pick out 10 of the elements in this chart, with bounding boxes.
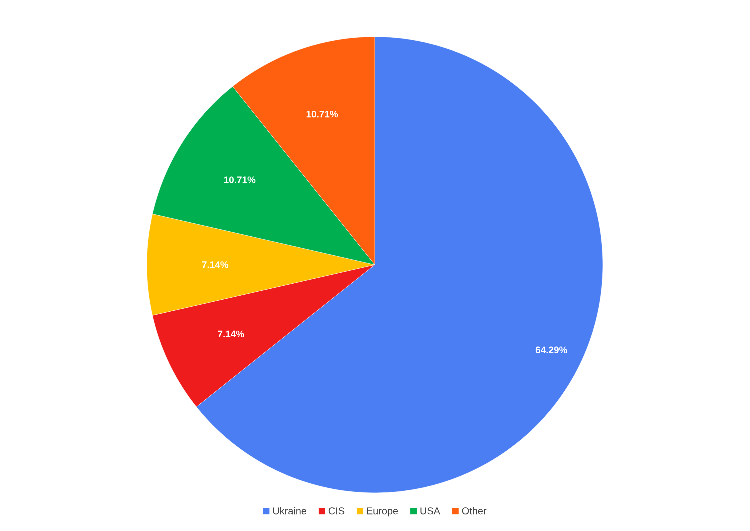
legend-label: Other [462,507,487,515]
legend-label: USA [420,508,440,515]
data-label: 7.14% [218,330,244,338]
data-label: 64.29% [536,346,568,354]
legend-label: Ukraine [273,507,307,515]
data-label: 7.14% [202,262,229,268]
legend-label: Europe [367,508,398,517]
legend-label: CIS [328,508,345,515]
data-label: 10.71% [306,110,338,118]
data-label: 10.71% [224,176,256,184]
